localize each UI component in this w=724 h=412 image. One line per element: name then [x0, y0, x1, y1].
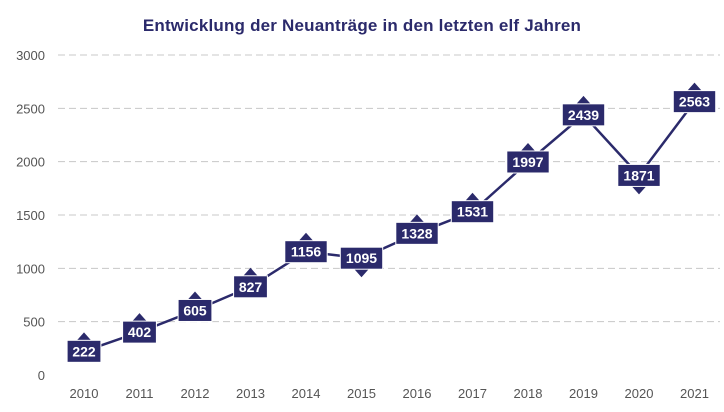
marker-arrow-2011: [131, 313, 148, 323]
data-label-2020: 1871: [623, 167, 654, 183]
data-label-box-2016: [395, 221, 439, 245]
y-tick-label-2500: 2500: [16, 101, 45, 116]
data-label-2014: 1156: [291, 244, 322, 260]
data-label-2017: 1531: [457, 204, 488, 220]
x-tick-label-2012: 2012: [181, 386, 210, 401]
x-tick-label-2019: 2019: [569, 386, 598, 401]
data-label-2013: 827: [239, 279, 263, 295]
marker-arrow-2019: [575, 95, 592, 105]
data-label-2012: 605: [183, 302, 207, 318]
data-label-box-2010: [66, 339, 102, 363]
data-label-box-2019: [561, 103, 606, 127]
data-label-box-2017: [450, 200, 495, 224]
data-label-2021: 2563: [679, 94, 710, 110]
marker-arrow-2012: [187, 291, 203, 301]
data-label-box-2015: [339, 246, 384, 270]
y-tick-label-500: 500: [23, 315, 45, 330]
y-tick-label-2000: 2000: [16, 155, 45, 170]
x-tick-label-2011: 2011: [126, 386, 154, 401]
x-tick-label-2017: 2017: [458, 386, 487, 401]
data-label-2015: 1095: [346, 250, 377, 266]
marker-arrow-2014: [298, 232, 314, 242]
marker-arrow-2013: [242, 267, 259, 277]
data-label-2016: 1328: [401, 225, 432, 241]
x-tick-label-2021: 2021: [680, 386, 709, 401]
x-tick-label-2014: 2014: [292, 386, 321, 401]
x-tick-label-2013: 2013: [236, 386, 265, 401]
marker-arrow-2010: [76, 332, 92, 342]
data-label-2010: 222: [72, 343, 96, 359]
data-label-2011: 402: [128, 324, 152, 340]
data-label-box-2020: [617, 163, 661, 187]
marker-arrow-2015: [353, 268, 370, 278]
data-label-box-2021: [672, 90, 717, 114]
data-label-2018: 1997: [512, 154, 543, 170]
x-tick-label-2015: 2015: [347, 386, 376, 401]
marker-arrow-2018: [520, 142, 536, 152]
y-tick-label-1000: 1000: [16, 261, 45, 276]
data-label-box-2013: [233, 275, 268, 299]
y-tick-label-0: 0: [38, 368, 45, 383]
marker-arrow-2020: [631, 185, 647, 195]
x-tick-label-2020: 2020: [625, 386, 654, 401]
data-label-box-2014: [284, 240, 328, 264]
data-label-box-2012: [177, 298, 213, 322]
series-line: [83, 100, 696, 353]
x-tick-label-2016: 2016: [403, 386, 432, 401]
marker-arrow-2016: [409, 214, 425, 224]
chart-title: Entwicklung der Neuanträge in den letzte…: [142, 16, 582, 35]
data-label-2019: 2439: [568, 107, 599, 123]
x-tick-label-2010: 2010: [70, 386, 99, 401]
y-tick-label-1500: 1500: [16, 208, 45, 223]
x-tick-label-2018: 2018: [514, 386, 543, 401]
y-tick-label-3000: 3000: [16, 48, 45, 63]
data-label-box-2018: [506, 150, 550, 174]
marker-arrow-2017: [464, 192, 481, 202]
marker-arrow-2021: [686, 82, 703, 92]
data-label-box-2011: [122, 320, 157, 344]
